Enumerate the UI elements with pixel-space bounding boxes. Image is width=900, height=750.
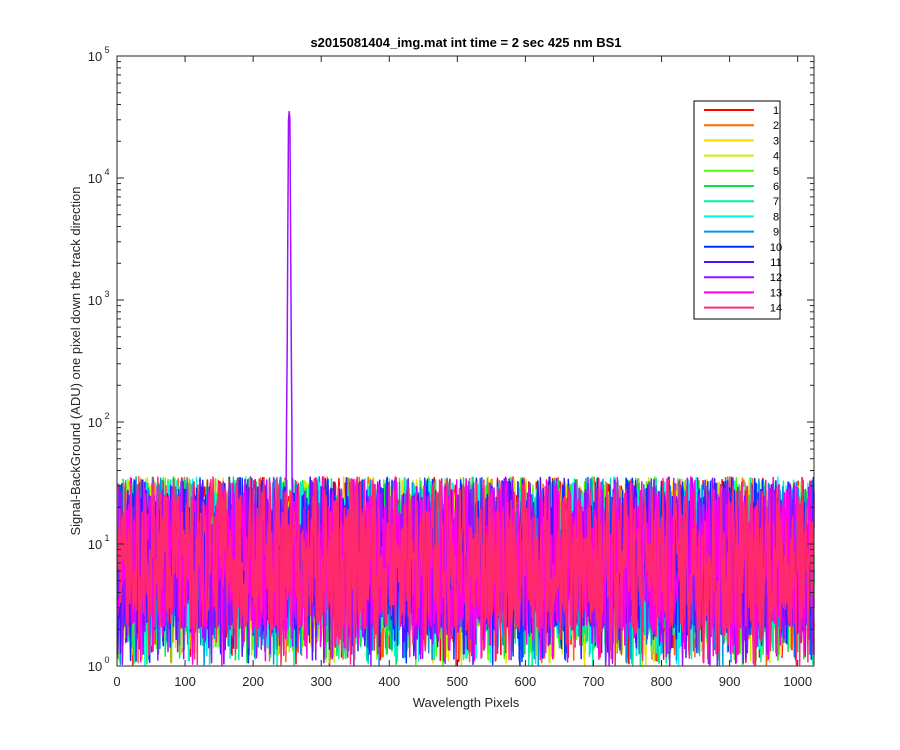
- legend-label: 3: [773, 135, 779, 147]
- x-tick-label: 900: [719, 674, 741, 689]
- y-tick-label-exponent: 4: [104, 167, 109, 177]
- x-tick-label: 500: [446, 674, 468, 689]
- x-tick-label: 100: [174, 674, 196, 689]
- y-axis-label: Signal-BackGround (ADU) one pixel down t…: [68, 186, 83, 535]
- x-tick-label: 0: [113, 674, 120, 689]
- legend-label: 8: [773, 211, 779, 223]
- y-tick-label-base: 10: [88, 171, 102, 186]
- x-tick-label: 800: [651, 674, 673, 689]
- legend-label: 6: [773, 181, 779, 193]
- y-tick-label-exponent: 1: [104, 533, 109, 543]
- legend-label: 2: [773, 120, 779, 132]
- legend-label: 12: [770, 272, 782, 284]
- series-line: [116, 476, 815, 667]
- series-lines: [116, 110, 815, 667]
- legend-label: 13: [770, 287, 782, 299]
- y-tick-label-exponent: 5: [104, 45, 109, 55]
- x-axis-label: Wavelength Pixels: [413, 695, 520, 710]
- chart-title: s2015081404_img.mat int time = 2 sec 425…: [310, 35, 621, 50]
- x-tick-label: 200: [242, 674, 264, 689]
- y-tick-label-exponent: 0: [104, 655, 109, 665]
- y-tick-label-base: 10: [88, 659, 102, 674]
- y-tick-label-base: 10: [88, 293, 102, 308]
- y-tick-label-base: 10: [88, 415, 102, 430]
- legend-label: 4: [773, 151, 779, 163]
- axes-box: [116, 55, 815, 667]
- x-tick-label: 1000: [783, 674, 812, 689]
- legend-label: 14: [770, 303, 782, 315]
- legend-label: 11: [770, 257, 781, 269]
- legend-label: 9: [773, 227, 779, 239]
- legend-label: 7: [773, 196, 779, 208]
- y-tick-label-exponent: 2: [104, 411, 109, 421]
- x-axis-ticks: 0 100 200 300 400 500 600 700 800 900 1000: [113, 56, 812, 689]
- legend-label: 10: [770, 242, 782, 254]
- x-tick-label: 400: [378, 674, 400, 689]
- legend-label: 1: [773, 105, 779, 117]
- legend-box: [693, 100, 781, 320]
- y-tick-label-base: 10: [88, 49, 102, 64]
- y-tick-label-base: 10: [88, 537, 102, 552]
- series-line: [116, 476, 815, 667]
- y-tick-label-exponent: 3: [104, 289, 109, 299]
- legend-label: 5: [773, 166, 779, 178]
- x-tick-label: 300: [310, 674, 332, 689]
- x-tick-label: 600: [515, 674, 537, 689]
- x-tick-label: 700: [583, 674, 605, 689]
